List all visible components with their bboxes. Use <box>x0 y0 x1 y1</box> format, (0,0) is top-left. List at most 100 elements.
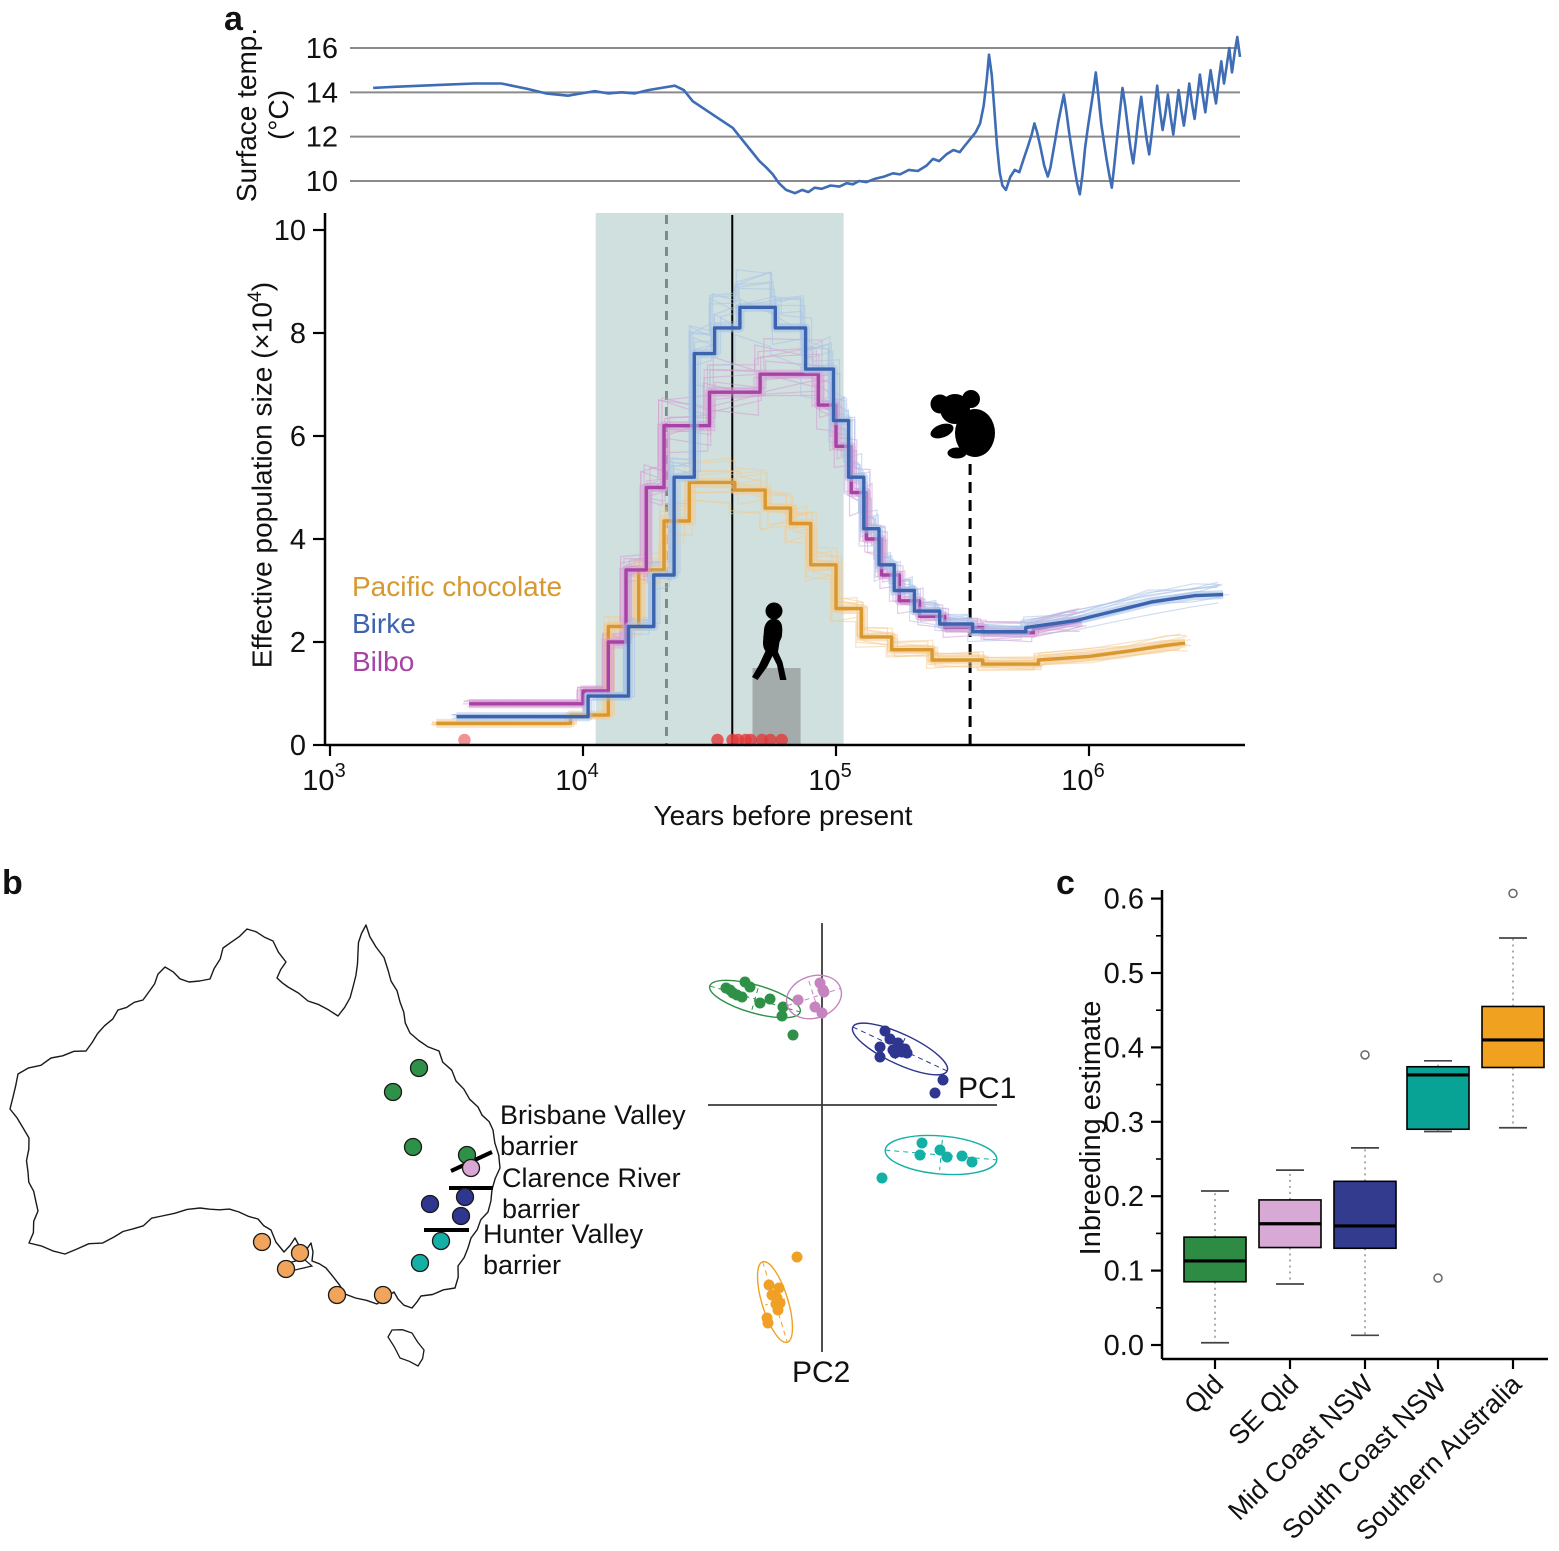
hunter-valley-barrier-line2: barrier <box>483 1250 562 1280</box>
human-silhouette <box>752 602 787 680</box>
ne-y-tick-label: 0 <box>290 730 306 762</box>
fossil-date-dot <box>764 733 777 747</box>
pca-point <box>777 1001 789 1013</box>
pca-point <box>914 1149 926 1161</box>
series-line <box>456 305 1224 719</box>
pca-point <box>966 1156 978 1168</box>
pca-point <box>773 1282 785 1294</box>
panel-b-label: b <box>2 864 23 902</box>
pca-point <box>937 1074 949 1086</box>
pca-point <box>879 1025 891 1037</box>
ne-y-tick-label: 2 <box>290 627 306 659</box>
surface-temp-axis-label-line1: Surface temp. <box>231 27 262 203</box>
box-rect <box>1481 1005 1545 1069</box>
koala-foot <box>947 447 967 459</box>
pca-ellipse-major-axis <box>762 1261 788 1343</box>
box-rect <box>1333 1180 1397 1250</box>
koala-silhouette <box>930 390 995 459</box>
box-outlier <box>1508 888 1518 899</box>
box-y-tick-label: 0.3 <box>1104 1107 1144 1139</box>
pca-point <box>956 1150 968 1162</box>
legend-birke: Birke <box>352 608 416 639</box>
sample-site-dot <box>403 1137 423 1157</box>
pca-point <box>772 1304 784 1316</box>
pca-point <box>816 1007 828 1019</box>
ne-x-tick-label: 106 <box>1061 760 1104 797</box>
sample-site-dot <box>451 1206 471 1226</box>
sample-site-dot <box>420 1194 440 1214</box>
sample-site-dot <box>431 1231 451 1251</box>
pc1-axis-label: PC1 <box>958 1072 1017 1105</box>
pca-point <box>736 991 748 1003</box>
ne-y-tick-label: 6 <box>290 421 306 453</box>
ne-y-tick-label: 4 <box>290 524 306 556</box>
box-y-tick-label: 0.2 <box>1104 1181 1144 1213</box>
box-outlier <box>1360 1050 1370 1060</box>
ne-y-tick-label: 8 <box>290 318 306 350</box>
koala-body <box>955 409 995 457</box>
tasmania-coastline <box>387 1329 425 1367</box>
human-front-arm <box>776 624 782 638</box>
fossil-date-dot <box>458 733 471 747</box>
human-back-arm <box>763 623 773 639</box>
sample-site-dot <box>461 1158 481 1178</box>
years-axis-label: Years before present <box>653 800 913 831</box>
clarence-river-barrier-label: Clarence River barrier <box>502 1163 681 1225</box>
ne-chart: 0 2 4 6 8 10 103 104 105 106 <box>274 213 1245 797</box>
panel-c-label: c <box>1056 864 1075 902</box>
pca-point <box>874 1051 886 1063</box>
ne-x-tick-label: 104 <box>555 760 598 797</box>
pca-point <box>929 1087 941 1099</box>
brisbane-valley-barrier-line2: barrier <box>500 1131 579 1161</box>
box-rect <box>1406 1065 1470 1131</box>
box-outlier <box>1433 1273 1443 1283</box>
brisbane-valley-barrier-line1: Brisbane Valley <box>500 1100 686 1130</box>
pca-point <box>892 1037 904 1049</box>
box-y-tick-label: 0.6 <box>1104 884 1144 916</box>
pca-point <box>941 1151 953 1163</box>
pca-point <box>874 1041 886 1053</box>
pca-point <box>764 993 776 1005</box>
temp-tick-label: 12 <box>306 122 338 154</box>
sample-site-dot <box>252 1232 272 1252</box>
human-period-bar <box>752 668 801 745</box>
pca-point <box>792 994 804 1006</box>
inbreeding-axis-label: Inbreeding estimate <box>1075 1000 1107 1256</box>
pca-point <box>889 1047 901 1059</box>
pca-ellipse-minor-axis <box>751 988 759 1010</box>
population-size-axis-label-close: ) <box>246 281 278 292</box>
brisbane-valley-barrier-label: Brisbane Valley barrier <box>500 1100 686 1162</box>
pca-point <box>744 981 756 993</box>
pca-point <box>916 1137 928 1149</box>
fossil-date-dot <box>711 733 724 747</box>
pca-point <box>791 1251 803 1263</box>
legend-bilbo: Bilbo <box>352 646 415 677</box>
pca-point <box>766 1289 778 1301</box>
box-y-tick-label: 0.4 <box>1104 1032 1144 1064</box>
pca-point <box>901 1047 913 1059</box>
box-y-tick-label: 0.0 <box>1104 1330 1144 1362</box>
box-y-tick-label: 0.1 <box>1104 1256 1144 1288</box>
box-category-label: Qld <box>1178 1369 1229 1420</box>
fossil-date-dot <box>775 733 788 747</box>
pca-point <box>934 1144 946 1156</box>
sample-site-dot <box>383 1082 403 1102</box>
ne-x-tick-label: 103 <box>302 760 345 797</box>
legend-pacific-chocolate: Pacific chocolate <box>352 571 563 602</box>
sample-site-dot <box>373 1285 393 1305</box>
temp-tick-label: 16 <box>306 33 338 65</box>
clarence-river-barrier-line2: barrier <box>502 1194 581 1224</box>
surface-temp-axis-label: Surface temp. (°C) <box>231 5 295 225</box>
population-size-axis-label: Effective population size (×104) <box>244 255 280 695</box>
pc2-axis-label: PC2 <box>792 1356 851 1389</box>
hunter-valley-barrier-line1: Hunter Valley <box>483 1219 644 1249</box>
human-head <box>765 602 783 620</box>
australia-map <box>9 924 501 1367</box>
pca-point <box>720 982 732 994</box>
ne-y-tick-label: 10 <box>274 215 306 247</box>
fossil-date-dot <box>744 733 757 747</box>
population-size-axis-label-text: Effective population size (×10 <box>246 302 278 669</box>
